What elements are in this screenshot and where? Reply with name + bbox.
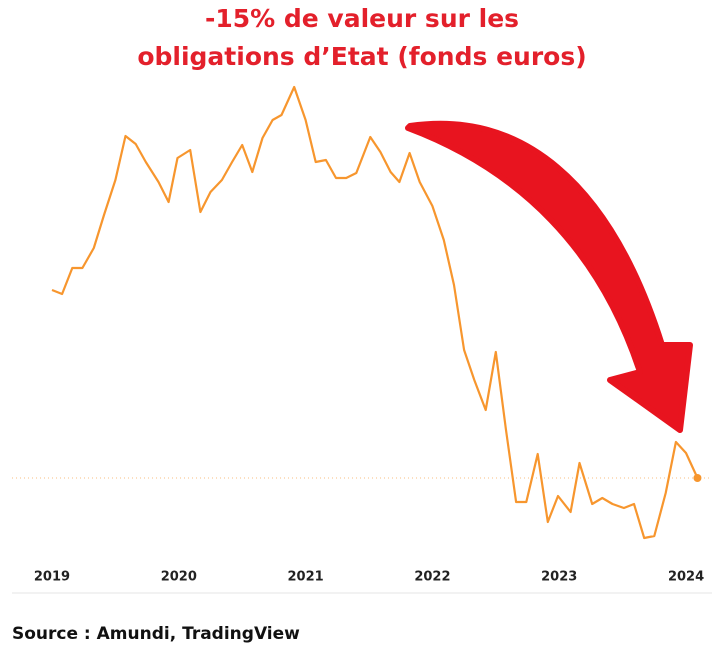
line-series xyxy=(51,85,699,540)
x-tick-label: 2023 xyxy=(541,570,577,585)
source: Source : Amundi, TradingView xyxy=(12,624,300,644)
title-line-1: -15% de valeur sur les xyxy=(205,4,519,33)
x-tick-label: 2021 xyxy=(288,570,324,585)
title-line-2: obligations d’Etat (fonds euros) xyxy=(137,42,586,71)
x-tick-label: 2022 xyxy=(414,570,450,585)
x-tick-label: 2020 xyxy=(161,570,197,585)
x-tick-label: 2019 xyxy=(34,570,70,585)
x-tick-label: 2024 xyxy=(668,570,704,585)
last-point xyxy=(693,474,702,482)
trend-arrow xyxy=(405,120,693,433)
